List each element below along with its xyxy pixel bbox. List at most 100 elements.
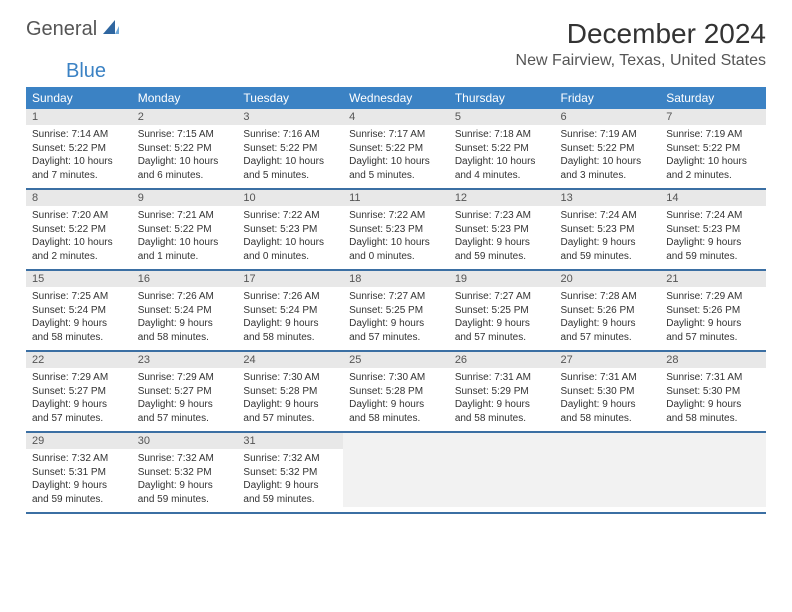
day-detail: Sunrise: 7:31 AMSunset: 5:29 PMDaylight:… [449, 368, 555, 431]
calendar-cell: 23Sunrise: 7:29 AMSunset: 5:27 PMDayligh… [132, 351, 238, 432]
day-header-row: Sunday Monday Tuesday Wednesday Thursday… [26, 87, 766, 109]
day-number: 13 [555, 190, 661, 206]
sail-icon [101, 18, 121, 41]
day-number: 23 [132, 352, 238, 368]
calendar-cell: 1Sunrise: 7:14 AMSunset: 5:22 PMDaylight… [26, 109, 132, 189]
calendar-cell: 9Sunrise: 7:21 AMSunset: 5:22 PMDaylight… [132, 189, 238, 270]
calendar-cell: 15Sunrise: 7:25 AMSunset: 5:24 PMDayligh… [26, 270, 132, 351]
day-number: 18 [343, 271, 449, 287]
calendar-cell: 7Sunrise: 7:19 AMSunset: 5:22 PMDaylight… [660, 109, 766, 189]
calendar-table: Sunday Monday Tuesday Wednesday Thursday… [26, 87, 766, 514]
calendar-cell: 25Sunrise: 7:30 AMSunset: 5:28 PMDayligh… [343, 351, 449, 432]
day-detail: Sunrise: 7:17 AMSunset: 5:22 PMDaylight:… [343, 125, 449, 188]
day-number: 4 [343, 109, 449, 125]
calendar-cell: 13Sunrise: 7:24 AMSunset: 5:23 PMDayligh… [555, 189, 661, 270]
day-detail: Sunrise: 7:31 AMSunset: 5:30 PMDaylight:… [555, 368, 661, 431]
calendar-cell: 30Sunrise: 7:32 AMSunset: 5:32 PMDayligh… [132, 432, 238, 513]
calendar-cell: 18Sunrise: 7:27 AMSunset: 5:25 PMDayligh… [343, 270, 449, 351]
calendar-cell: 3Sunrise: 7:16 AMSunset: 5:22 PMDaylight… [237, 109, 343, 189]
day-detail: Sunrise: 7:25 AMSunset: 5:24 PMDaylight:… [26, 287, 132, 350]
calendar-cell [555, 432, 661, 513]
day-detail: Sunrise: 7:32 AMSunset: 5:32 PMDaylight:… [132, 449, 238, 512]
day-detail: Sunrise: 7:27 AMSunset: 5:25 PMDaylight:… [343, 287, 449, 350]
day-detail: Sunrise: 7:14 AMSunset: 5:22 PMDaylight:… [26, 125, 132, 188]
calendar-cell: 4Sunrise: 7:17 AMSunset: 5:22 PMDaylight… [343, 109, 449, 189]
day-number: 5 [449, 109, 555, 125]
calendar-week: 29Sunrise: 7:32 AMSunset: 5:31 PMDayligh… [26, 432, 766, 513]
calendar-cell: 26Sunrise: 7:31 AMSunset: 5:29 PMDayligh… [449, 351, 555, 432]
day-number: 8 [26, 190, 132, 206]
calendar-cell: 31Sunrise: 7:32 AMSunset: 5:32 PMDayligh… [237, 432, 343, 513]
day-detail: Sunrise: 7:29 AMSunset: 5:26 PMDaylight:… [660, 287, 766, 350]
logo-text-general: General [26, 18, 97, 41]
calendar-cell: 12Sunrise: 7:23 AMSunset: 5:23 PMDayligh… [449, 189, 555, 270]
calendar-cell [449, 432, 555, 513]
logo: General [26, 18, 123, 41]
calendar-cell: 6Sunrise: 7:19 AMSunset: 5:22 PMDaylight… [555, 109, 661, 189]
day-number: 25 [343, 352, 449, 368]
day-detail: Sunrise: 7:19 AMSunset: 5:22 PMDaylight:… [555, 125, 661, 188]
day-detail: Sunrise: 7:16 AMSunset: 5:22 PMDaylight:… [237, 125, 343, 188]
day-number: 22 [26, 352, 132, 368]
day-number: 20 [555, 271, 661, 287]
calendar-cell: 16Sunrise: 7:26 AMSunset: 5:24 PMDayligh… [132, 270, 238, 351]
day-detail: Sunrise: 7:20 AMSunset: 5:22 PMDaylight:… [26, 206, 132, 269]
calendar-cell [343, 432, 449, 513]
calendar-cell: 20Sunrise: 7:28 AMSunset: 5:26 PMDayligh… [555, 270, 661, 351]
dayhead-fri: Friday [555, 87, 661, 109]
day-number: 1 [26, 109, 132, 125]
day-number: 14 [660, 190, 766, 206]
day-number: 26 [449, 352, 555, 368]
day-number: 29 [26, 433, 132, 449]
calendar-cell: 19Sunrise: 7:27 AMSunset: 5:25 PMDayligh… [449, 270, 555, 351]
day-number: 24 [237, 352, 343, 368]
month-title: December 2024 [516, 18, 766, 50]
dayhead-mon: Monday [132, 87, 238, 109]
day-number: 10 [237, 190, 343, 206]
calendar-week: 8Sunrise: 7:20 AMSunset: 5:22 PMDaylight… [26, 189, 766, 270]
calendar-cell: 17Sunrise: 7:26 AMSunset: 5:24 PMDayligh… [237, 270, 343, 351]
day-number: 17 [237, 271, 343, 287]
calendar-cell: 11Sunrise: 7:22 AMSunset: 5:23 PMDayligh… [343, 189, 449, 270]
day-number: 2 [132, 109, 238, 125]
calendar-cell: 14Sunrise: 7:24 AMSunset: 5:23 PMDayligh… [660, 189, 766, 270]
day-detail: Sunrise: 7:26 AMSunset: 5:24 PMDaylight:… [132, 287, 238, 350]
dayhead-wed: Wednesday [343, 87, 449, 109]
calendar-cell [660, 432, 766, 513]
day-detail: Sunrise: 7:22 AMSunset: 5:23 PMDaylight:… [237, 206, 343, 269]
day-detail: Sunrise: 7:26 AMSunset: 5:24 PMDaylight:… [237, 287, 343, 350]
day-detail: Sunrise: 7:22 AMSunset: 5:23 PMDaylight:… [343, 206, 449, 269]
logo-text-blue: Blue [66, 60, 106, 82]
dayhead-sun: Sunday [26, 87, 132, 109]
calendar-cell: 10Sunrise: 7:22 AMSunset: 5:23 PMDayligh… [237, 189, 343, 270]
day-detail: Sunrise: 7:30 AMSunset: 5:28 PMDaylight:… [237, 368, 343, 431]
day-number: 30 [132, 433, 238, 449]
calendar-cell: 21Sunrise: 7:29 AMSunset: 5:26 PMDayligh… [660, 270, 766, 351]
calendar-week: 1Sunrise: 7:14 AMSunset: 5:22 PMDaylight… [26, 109, 766, 189]
day-number: 7 [660, 109, 766, 125]
day-detail: Sunrise: 7:23 AMSunset: 5:23 PMDaylight:… [449, 206, 555, 269]
calendar-cell: 29Sunrise: 7:32 AMSunset: 5:31 PMDayligh… [26, 432, 132, 513]
day-number: 15 [26, 271, 132, 287]
day-number: 12 [449, 190, 555, 206]
day-number: 6 [555, 109, 661, 125]
calendar-cell: 8Sunrise: 7:20 AMSunset: 5:22 PMDaylight… [26, 189, 132, 270]
day-number: 16 [132, 271, 238, 287]
calendar-cell: 24Sunrise: 7:30 AMSunset: 5:28 PMDayligh… [237, 351, 343, 432]
day-number: 3 [237, 109, 343, 125]
day-detail: Sunrise: 7:19 AMSunset: 5:22 PMDaylight:… [660, 125, 766, 188]
dayhead-thu: Thursday [449, 87, 555, 109]
day-number: 19 [449, 271, 555, 287]
calendar-cell: 22Sunrise: 7:29 AMSunset: 5:27 PMDayligh… [26, 351, 132, 432]
day-number: 28 [660, 352, 766, 368]
dayhead-sat: Saturday [660, 87, 766, 109]
calendar-week: 22Sunrise: 7:29 AMSunset: 5:27 PMDayligh… [26, 351, 766, 432]
day-detail: Sunrise: 7:31 AMSunset: 5:30 PMDaylight:… [660, 368, 766, 431]
day-number: 27 [555, 352, 661, 368]
day-detail: Sunrise: 7:24 AMSunset: 5:23 PMDaylight:… [660, 206, 766, 269]
day-detail: Sunrise: 7:30 AMSunset: 5:28 PMDaylight:… [343, 368, 449, 431]
day-detail: Sunrise: 7:29 AMSunset: 5:27 PMDaylight:… [132, 368, 238, 431]
day-detail: Sunrise: 7:15 AMSunset: 5:22 PMDaylight:… [132, 125, 238, 188]
day-number: 31 [237, 433, 343, 449]
day-number: 9 [132, 190, 238, 206]
